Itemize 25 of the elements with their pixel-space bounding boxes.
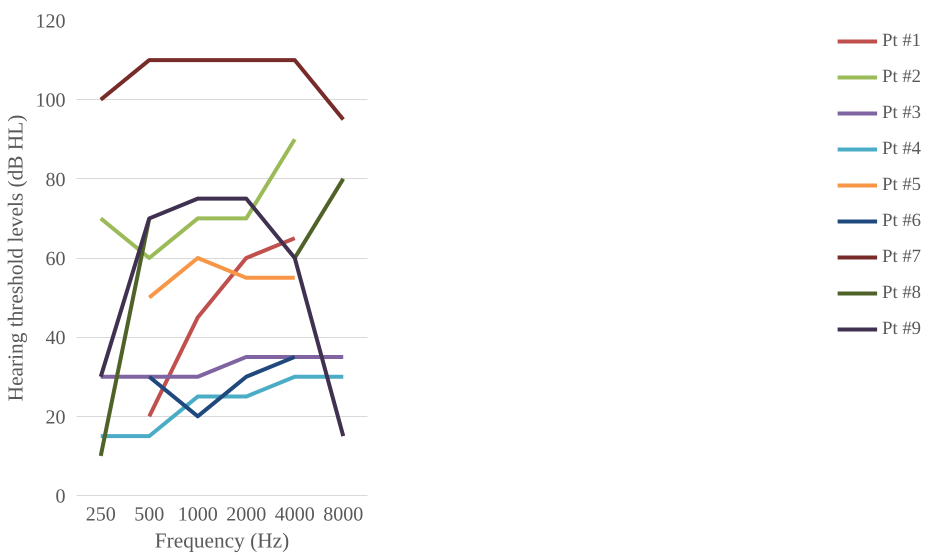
y-tick-label: 20: [46, 406, 66, 428]
y-tick-label: 120: [36, 10, 66, 32]
x-tick-label: 2000: [226, 504, 266, 526]
x-tick-label: 250: [86, 504, 116, 526]
legend-label: Pt #4: [882, 138, 921, 160]
y-tick-label: 100: [36, 90, 66, 112]
y-tick-label: 80: [46, 168, 66, 191]
legend-label: Pt #3: [882, 102, 921, 124]
y-tick-label: 0: [56, 486, 66, 508]
y-tick-label: 40: [46, 327, 66, 350]
legend-label: Pt #8: [882, 282, 921, 304]
y-tick-label: 60: [46, 248, 66, 270]
x-tick-label: 8000: [323, 504, 364, 526]
line-series: [147, 236, 297, 418]
legend-label: Pt #5: [882, 174, 921, 196]
x-tick-label: 500: [134, 504, 164, 526]
x-axis-title: Frequency (Hz): [154, 528, 290, 552]
y-axis-title: Hearing threshold levels (dB HL): [4, 114, 28, 402]
legend-label: Pt #7: [882, 246, 921, 268]
x-tick-label: 4000: [274, 504, 315, 526]
legend-label: Pt #9: [882, 318, 921, 340]
legend-label: Pt #1: [882, 30, 921, 52]
legend-label: Pt #2: [882, 66, 921, 88]
legend-label: Pt #6: [882, 210, 921, 232]
x-tick-label: 1000: [178, 504, 218, 526]
